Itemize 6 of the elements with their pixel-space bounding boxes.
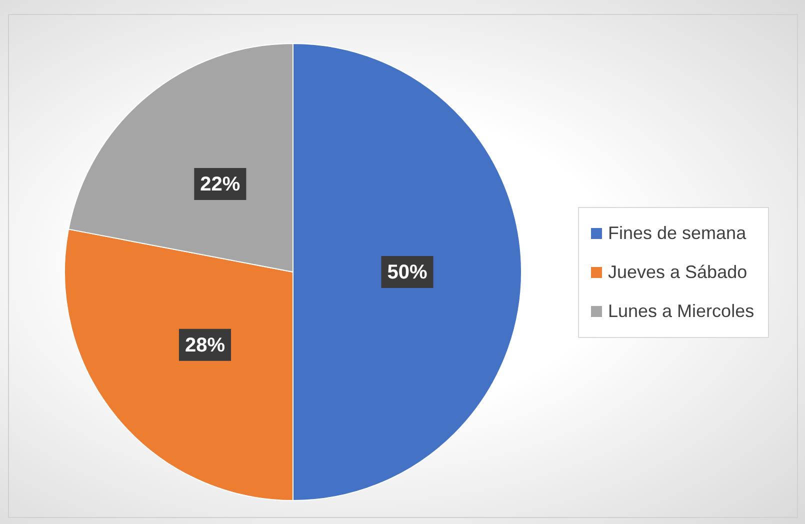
slice-label: Fines de semana [608, 223, 746, 244]
data-label: 28% [184, 334, 226, 356]
data-label: 22% [200, 173, 240, 196]
data-label: 50% [387, 262, 428, 284]
legend-label: Lunes a Miercoles [608, 301, 754, 322]
legend-label: Jueves a Sábado [608, 262, 748, 283]
